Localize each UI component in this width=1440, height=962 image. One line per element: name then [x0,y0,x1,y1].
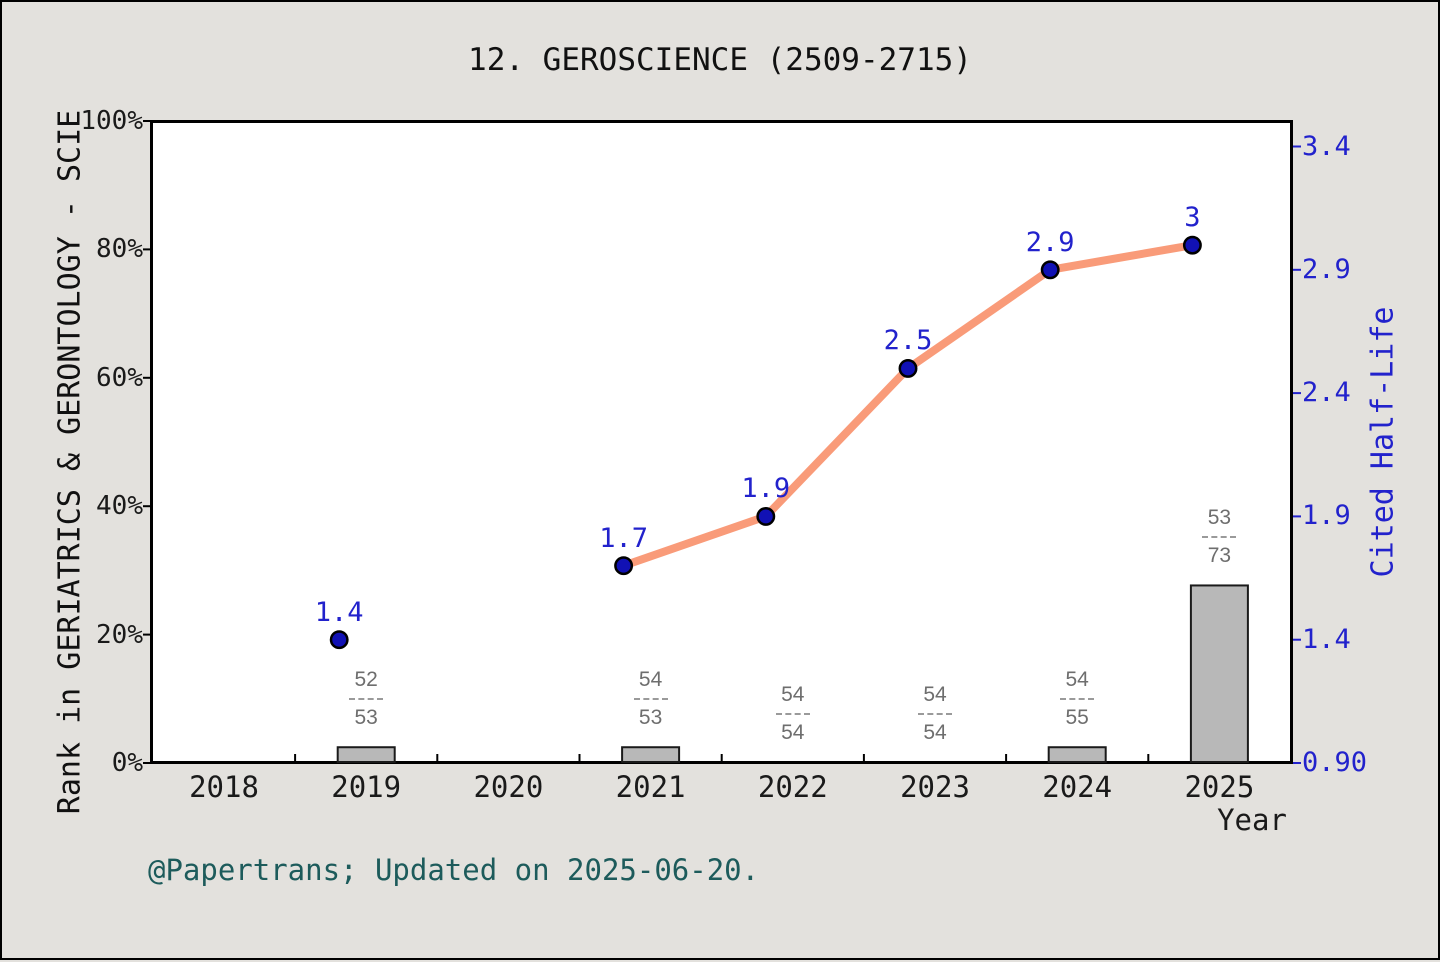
rank-numerator: 52 [354,668,378,692]
y-right-tick-label: 0.90 [1302,747,1368,778]
rank-denominator: 73 [1207,544,1232,568]
point-label-2025: 3 [1184,202,1201,234]
y-left-tick-label: 20% [96,619,143,650]
rank-fraction-2023: 54 54 [890,684,980,744]
x-tick-label: 2021 [615,770,686,804]
y-left-tick-label: 60% [96,362,143,393]
fraction-divider [775,713,810,715]
x-tick-label: 2019 [331,770,402,804]
y-right-tick-label: 2.4 [1302,377,1351,409]
rank-fraction-2024: 54 55 [1032,669,1122,729]
rank-numerator: 53 [1207,506,1232,530]
x-tick-label: 2022 [757,770,828,804]
fraction-divider [633,698,668,701]
point-label-2023: 2.5 [883,325,933,357]
rank-fraction-2025: 53 73 [1174,507,1264,567]
y-right-tick-label: 3.4 [1302,130,1351,162]
right-axis-title: Cited Half-Life [1365,306,1401,578]
fraction-divider [918,713,952,715]
rank-denominator: 54 [781,721,805,744]
fraction-divider [349,698,384,701]
x-tick-label: 2025 [1184,770,1255,804]
x-tick-label: 2020 [473,770,544,804]
chart-title: 12. GEROSCIENCE (2509-2715) [468,42,972,78]
x-axis-title: Year [1217,803,1287,837]
rank-denominator: 54 [923,721,947,744]
point-label-2022: 1.9 [741,473,791,505]
rank-denominator: 53 [638,706,663,730]
fraction-divider [1060,698,1095,701]
rank-numerator: 54 [781,683,805,706]
rank-fraction-2021: 54 53 [606,669,696,729]
rank-denominator: 53 [354,706,378,730]
y-right-tick-label: 1.9 [1302,500,1351,532]
y-right-tick-label: 1.4 [1302,623,1351,655]
rank-denominator: 55 [1065,706,1089,730]
fraction-divider [1202,536,1237,539]
rank-numerator: 54 [1065,668,1089,692]
y-left-tick-label: 100% [80,106,143,136]
footer-attribution: @Papertrans; Updated on 2025-06-20. [148,853,760,887]
rank-fraction-2022: 54 54 [748,684,838,744]
x-tick-label: 2024 [1042,770,1113,804]
point-label-2021: 1.7 [599,522,648,554]
point-label-2019: 1.4 [314,596,364,628]
left-axis-title: Rank in GERIATRICS & GERONTOLOGY - SCIE [52,109,88,815]
y-left-tick-label: 40% [96,491,143,522]
plot-area [150,120,1293,764]
point-label-2024: 2.9 [1025,226,1075,258]
rank-numerator: 54 [923,683,947,706]
x-tick-label: 2023 [900,770,970,804]
y-right-tick-label: 2.9 [1302,253,1351,285]
rank-numerator: 54 [638,668,663,692]
x-tick-label: 2018 [189,770,259,804]
y-left-tick-label: 80% [96,234,143,265]
y-left-tick-label: 0% [111,748,143,778]
rank-fraction-2019: 52 53 [321,669,411,729]
